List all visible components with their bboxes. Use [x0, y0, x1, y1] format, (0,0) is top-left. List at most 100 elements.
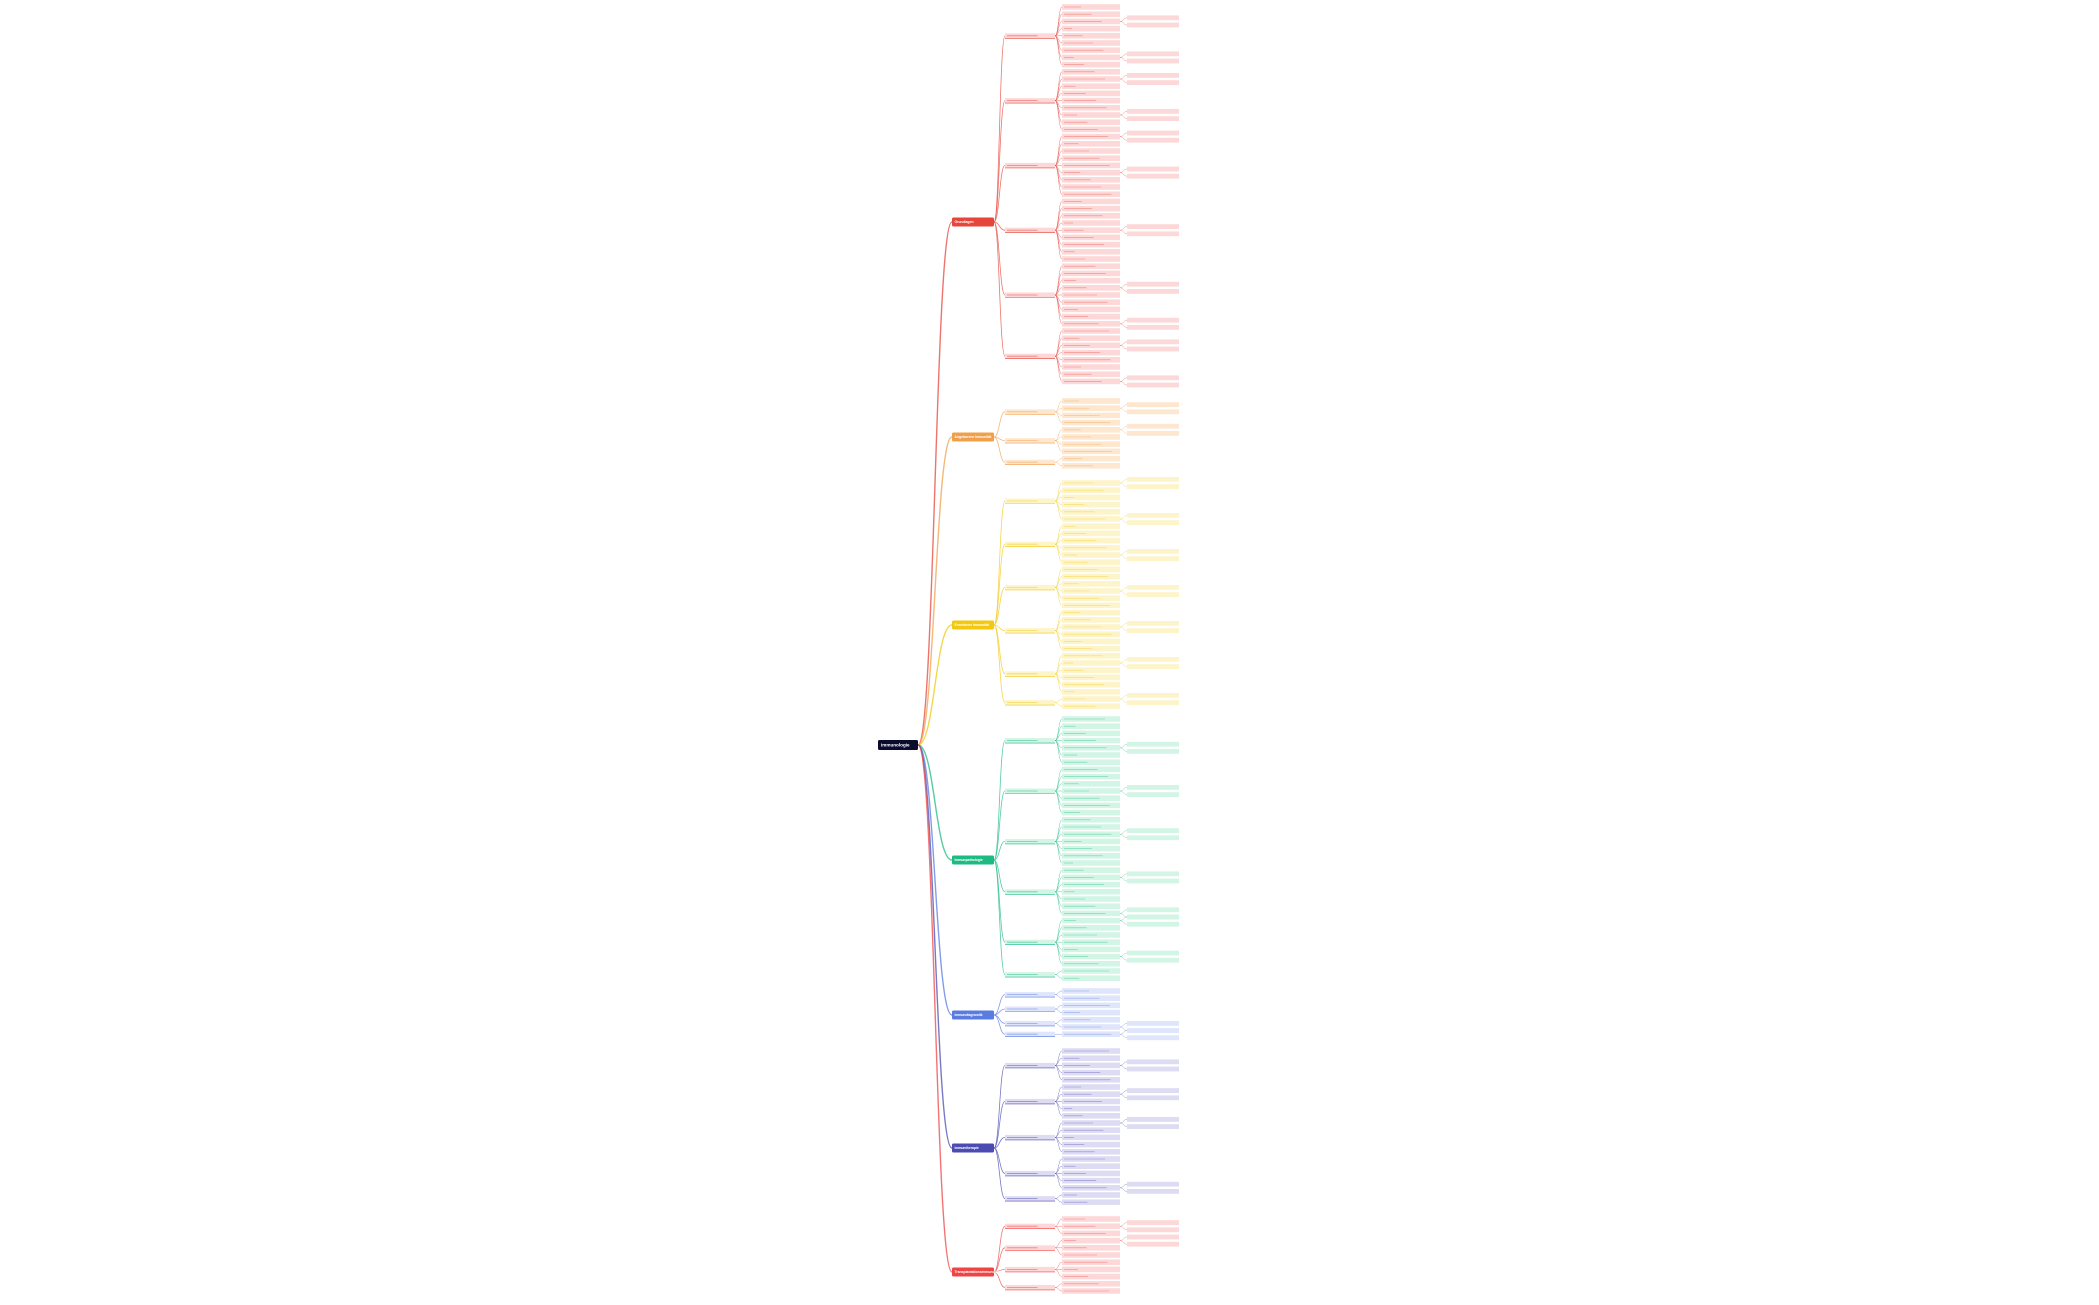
branch-label: Immunpathologie — [955, 858, 983, 862]
detail-node — [1127, 289, 1179, 294]
connector — [993, 587, 1006, 626]
leaf-node — [1062, 617, 1120, 623]
leaf-node — [1062, 660, 1120, 666]
connector — [1119, 132, 1128, 137]
connector — [1119, 623, 1128, 628]
leaf-node — [1062, 759, 1120, 765]
leaf-node — [1062, 988, 1120, 994]
connector — [993, 740, 1006, 861]
connector — [1054, 1057, 1063, 1066]
connector — [1054, 201, 1063, 231]
connector — [1119, 230, 1128, 234]
branch-node — [952, 855, 994, 865]
detail-node — [1127, 1066, 1179, 1072]
detail-node — [1127, 1241, 1179, 1247]
connector — [1119, 790, 1128, 795]
detail-node — [1127, 51, 1179, 57]
detail-node — [1127, 484, 1179, 489]
leaf-node — [1062, 1009, 1120, 1016]
leaf-node — [1062, 1216, 1120, 1222]
connector — [1119, 1034, 1128, 1038]
connector — [1119, 1119, 1128, 1124]
connector — [1119, 136, 1128, 141]
connector — [1054, 630, 1063, 649]
connector — [917, 624, 953, 746]
connector — [1119, 21, 1128, 26]
detail-node — [1127, 375, 1179, 381]
detail-node — [1127, 58, 1179, 64]
detail-node — [1127, 628, 1179, 633]
detail-node — [1127, 173, 1179, 179]
leaf-node — [1062, 1141, 1120, 1148]
connector — [1119, 1061, 1128, 1066]
connector — [917, 744, 953, 1273]
leaf-node — [1062, 227, 1120, 233]
branch-label: Transplantationsimmunologie — [955, 1270, 1003, 1274]
leaf-node — [1062, 61, 1120, 68]
connector — [1119, 1094, 1128, 1098]
leaf-node — [1062, 220, 1120, 226]
branch-node — [952, 432, 994, 442]
connector — [1054, 265, 1063, 296]
connector — [1119, 834, 1128, 838]
leaf-node — [1062, 817, 1120, 823]
connector — [1054, 355, 1063, 382]
leaf-node — [1062, 530, 1120, 537]
detail-node — [1127, 402, 1179, 407]
connector — [993, 436, 1006, 441]
leaf-node — [1062, 1199, 1120, 1205]
detail-node — [1127, 130, 1179, 136]
connector — [917, 744, 953, 1016]
leaf-node — [1062, 1113, 1120, 1119]
detail-node — [1127, 921, 1179, 927]
detail-node — [1127, 224, 1179, 229]
leaf-node — [1062, 177, 1120, 183]
leaf-node — [1062, 788, 1120, 794]
connector — [1054, 35, 1063, 65]
connector — [1119, 877, 1128, 882]
connector — [1054, 411, 1063, 423]
detail-node — [1127, 109, 1179, 114]
leaf-node — [1062, 667, 1120, 673]
detail-node — [1127, 792, 1179, 797]
connector — [1054, 525, 1063, 545]
detail-node — [1127, 325, 1179, 330]
leaf-node — [1062, 752, 1120, 758]
branch-label: Angeborene Immunität — [955, 435, 993, 439]
leaf-node — [1062, 83, 1120, 89]
connector — [1119, 381, 1128, 386]
connector — [1054, 1122, 1063, 1138]
connector — [993, 436, 1006, 463]
connector — [1054, 71, 1063, 101]
leaf-node — [1062, 860, 1120, 866]
leaf-node — [1062, 723, 1120, 729]
connector — [993, 1225, 1006, 1273]
connector — [917, 744, 953, 861]
connector — [1119, 662, 1128, 667]
detail-node — [1127, 914, 1179, 920]
root-node — [878, 740, 918, 750]
connector — [993, 1247, 1006, 1273]
leaf-node — [1062, 256, 1120, 262]
connector — [1119, 587, 1128, 592]
connector — [1054, 330, 1063, 357]
connector — [1119, 345, 1128, 350]
connector — [1119, 1023, 1128, 1028]
connector — [1119, 1026, 1128, 1031]
leaf-node — [1062, 730, 1120, 737]
connector — [1054, 1050, 1063, 1066]
connector — [1054, 1019, 1063, 1024]
connector — [1119, 744, 1128, 748]
detail-node — [1127, 513, 1179, 518]
connector — [1119, 787, 1128, 792]
connector — [1054, 1137, 1063, 1145]
leaf-node — [1062, 169, 1120, 176]
leaf-node — [1062, 141, 1120, 147]
connector — [1054, 1086, 1063, 1102]
detail-node — [1127, 231, 1179, 237]
connector — [1119, 341, 1128, 346]
connector — [1119, 226, 1128, 231]
connector — [993, 1271, 1006, 1288]
leaf-node — [1062, 1017, 1120, 1023]
connector — [1054, 740, 1063, 763]
